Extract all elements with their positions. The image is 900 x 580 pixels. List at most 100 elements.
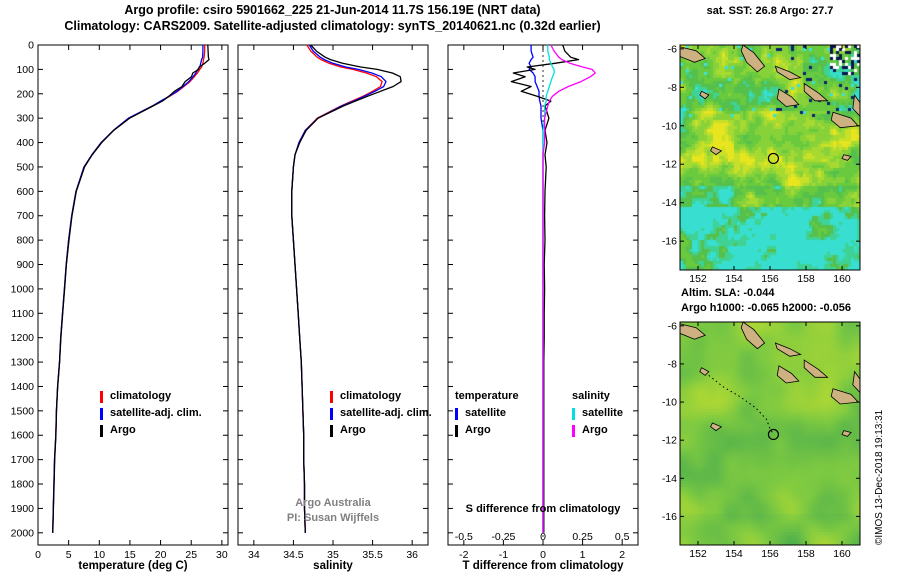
legend-item-satellite: satellite <box>572 405 623 422</box>
series-line-s-diff-argo <box>542 44 596 533</box>
depth-tick-label: 700 <box>16 210 34 222</box>
series-line-satellite-adj-clim- <box>52 45 204 533</box>
series-line-climatology <box>52 45 206 533</box>
map-x-tick-label: 156 <box>761 548 779 560</box>
legend-label: satellite-adj. clim. <box>340 407 432 419</box>
series-line-t-diff-argo <box>510 44 580 533</box>
map-y-tick-label: -10 <box>662 397 677 409</box>
legend-item-climatology: climatology <box>330 388 432 405</box>
legend-item-climatology: climatology <box>100 388 202 405</box>
map-x-tick-label: 158 <box>797 548 815 560</box>
temperature-legend-header: temperature <box>455 390 519 402</box>
s-tick-label: 0.5 <box>615 531 630 543</box>
map-x-tick-label: 158 <box>797 273 815 285</box>
depth-tick-label: 2000 <box>11 527 35 539</box>
series-line-climatology <box>291 44 383 533</box>
sst-map-raster <box>680 45 860 270</box>
legend-label: satellite <box>465 407 506 419</box>
legend-item-satellite: satellite-adj. clim. <box>330 405 432 422</box>
series-line-s-diff-satellite <box>542 45 555 533</box>
depth-tick-label: 1400 <box>11 381 35 393</box>
sla-title-line1: Altim. SLA: -0.044 <box>681 287 775 299</box>
argo-australia-note: Argo Australia <box>295 497 371 509</box>
map-x-tick-label: 154 <box>725 548 743 560</box>
depth-tick-label: 1100 <box>11 308 34 320</box>
panel-frame <box>447 44 639 546</box>
depth-tick-label: 600 <box>16 186 34 198</box>
depth-tick-label: 800 <box>16 235 34 247</box>
map-y-tick-label: -8 <box>668 82 677 94</box>
climatology-line-swatch <box>100 390 103 403</box>
depth-tick-label: 0 <box>28 40 34 52</box>
s-tick-label: -0.5 <box>455 531 473 543</box>
depth-tick-label: 100 <box>16 64 34 76</box>
map-y-tick-label: -12 <box>662 435 677 447</box>
legend-label: Argo <box>110 424 136 436</box>
legend-label: satellite <box>582 407 623 419</box>
legend-item-argo: Argo <box>330 422 432 439</box>
map-y-tick-label: -14 <box>662 197 677 209</box>
sla-title-line2: Argo h1000: -0.065 h2000: -0.056 <box>681 302 851 314</box>
climatology-line-swatch <box>330 390 333 403</box>
legend-item-satellite: satellite <box>455 405 519 422</box>
sla-map-raster <box>680 322 860 545</box>
map-x-tick-label: 152 <box>689 273 707 285</box>
salinity-satellite-line-swatch <box>572 407 575 420</box>
depth-tick-label: 1500 <box>11 405 35 417</box>
argo-line-swatch <box>100 424 103 437</box>
depth-tick-label: 200 <box>16 88 34 100</box>
depth-tick-label: 500 <box>16 161 34 173</box>
map-y-tick-label: -16 <box>662 511 677 523</box>
series-line-satellite-adj-clim- <box>291 44 387 533</box>
depth-tick-label: 900 <box>16 259 34 271</box>
s-tick-label: 0 <box>540 531 546 543</box>
legend-label: climatology <box>110 390 172 402</box>
depth-tick-label: 300 <box>16 113 34 125</box>
depth-tick-label: 1800 <box>11 479 35 491</box>
map-x-tick-label: 154 <box>725 273 743 285</box>
series-line-argo <box>291 44 402 533</box>
s-tick-label: -0.25 <box>491 531 515 543</box>
figure-title-line2: Climatology: CARS2009. Satellite-adjuste… <box>64 19 601 33</box>
salinity-argo-line-swatch <box>572 424 575 437</box>
difference-salinity-legend: salinity satellite Argo <box>572 388 623 439</box>
legend-label: climatology <box>340 390 402 402</box>
depth-tick-label: 400 <box>16 137 34 149</box>
s-difference-inner-label: S difference from climatology <box>465 503 621 515</box>
satellite-line-swatch <box>100 407 103 420</box>
argo-line-swatch <box>455 424 458 437</box>
depth-tick-label: 1900 <box>11 503 35 515</box>
salinity-legend: climatology satellite-adj. clim. Argo <box>330 388 432 439</box>
depth-tick-label: 1200 <box>11 332 35 344</box>
difference-temperature-legend: temperature satellite Argo <box>455 388 519 439</box>
figure-title-line1: Argo profile: csiro 5901662_225 21-Jun-2… <box>124 3 541 17</box>
s-tick-label: 0.25 <box>572 531 593 543</box>
map-y-tick-label: -6 <box>668 43 677 55</box>
satellite-line-swatch <box>455 407 458 420</box>
map-y-tick-label: -10 <box>662 120 677 132</box>
salinity-legend-header: salinity <box>572 390 610 402</box>
map-x-tick-label: 160 <box>833 273 851 285</box>
map-y-tick-label: -14 <box>662 473 677 485</box>
legend-label: Argo <box>465 424 491 436</box>
legend-item-satellite: satellite-adj. clim. <box>100 405 202 422</box>
map-y-tick-label: -8 <box>668 358 677 370</box>
map-x-tick-label: 156 <box>761 273 779 285</box>
pi-note: PI: Susan Wijffels <box>286 512 380 524</box>
map-x-tick-label: 160 <box>833 548 851 560</box>
map-y-tick-label: -16 <box>662 236 677 248</box>
map-y-tick-label: -12 <box>662 159 677 171</box>
depth-tick-label: 1000 <box>11 283 35 295</box>
depth-tick-label: 1300 <box>11 357 35 369</box>
legend-item-argo: Argo <box>572 422 623 439</box>
map-y-tick-label: -6 <box>668 320 677 332</box>
panel-frame <box>237 44 429 546</box>
imos-credit: ©IMOS 13-Dec-2018 19:13:31 <box>874 409 885 545</box>
legend-label: satellite-adj. clim. <box>110 407 202 419</box>
series-line-t-diff-satellite <box>528 45 544 533</box>
legend-label: Argo <box>582 424 608 436</box>
series-line-argo <box>52 44 210 533</box>
legend-label: Argo <box>340 424 366 436</box>
temperature-axis-label: temperature (deg C) <box>78 560 188 572</box>
salinity-axis-label: salinity <box>313 560 353 572</box>
